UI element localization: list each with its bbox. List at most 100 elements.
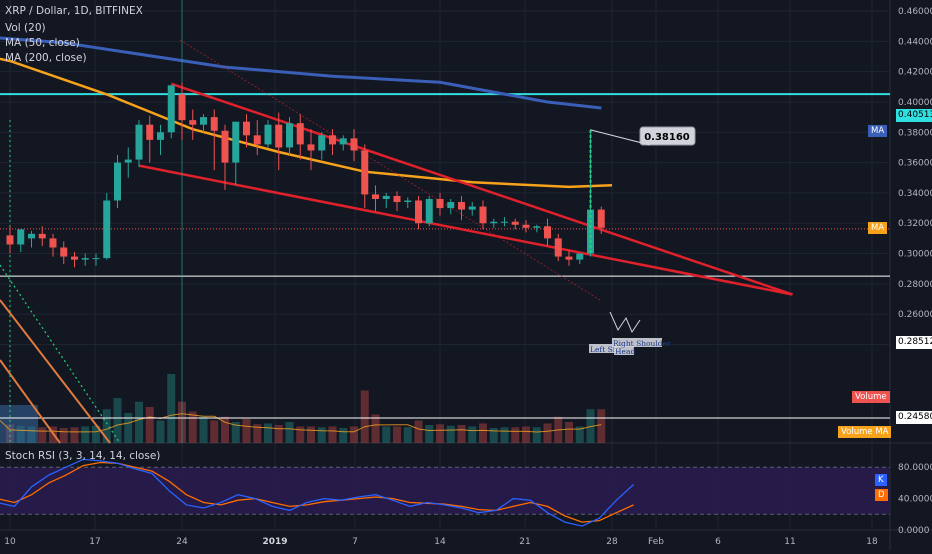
price-tick-label: 0.34000 (898, 189, 932, 199)
candle-body (522, 224, 530, 228)
volume-bar (489, 428, 498, 443)
price-tick-label: 0.28000 (898, 280, 932, 290)
volume-bar (0, 405, 38, 443)
volume-tag: Volume (852, 391, 890, 403)
candle-body (415, 200, 422, 224)
stoch-rsi-band (0, 467, 890, 515)
candle-body (81, 258, 89, 260)
time-tick-label: 24 (176, 537, 188, 547)
candle-body (243, 121, 250, 136)
volume-bar (92, 425, 100, 443)
wedge-trendline (138, 164, 793, 296)
candle-body (167, 85, 175, 133)
candle-body (544, 226, 551, 239)
wedge-trendline (170, 82, 793, 296)
candle-body (565, 256, 573, 260)
volume-bar (532, 427, 541, 443)
candle-body (28, 233, 35, 239)
candle-body (275, 124, 283, 148)
candle-body (296, 123, 304, 145)
volume-bar (393, 426, 401, 443)
volume-bar (511, 427, 520, 443)
candle-body (124, 159, 132, 163)
candle-body (490, 221, 498, 224)
candle-body (576, 253, 584, 260)
candle-body (339, 138, 347, 145)
symbol-legend[interactable]: XRP / Dollar, 1D, BITFINEX (5, 5, 143, 17)
volume-bar (360, 390, 369, 443)
candle-body (501, 221, 508, 223)
ma50-legend[interactable]: MA (50, close) (5, 37, 80, 49)
price-tick-label: 0.36000 (898, 159, 932, 169)
channel-line (0, 299, 111, 444)
candle-body (286, 123, 293, 148)
candle-body (458, 202, 465, 210)
candle-body (318, 135, 326, 151)
volume-bar (188, 411, 197, 443)
volume-bar (543, 423, 552, 443)
candle-body (6, 235, 14, 245)
volume-level-tag: 0.24580 (896, 411, 932, 424)
ma200-legend[interactable]: MA (200, close) (5, 52, 87, 64)
volume-bar (382, 426, 391, 443)
candle-body (307, 144, 315, 151)
ma200-line (0, 36, 602, 110)
rsi-tick-label: 0.0000 (898, 526, 930, 536)
stoch-k-line (0, 458, 635, 527)
head-shoulders-pattern (609, 311, 641, 334)
candle-body (135, 124, 143, 160)
time-tick-label: 7 (352, 537, 358, 547)
volume-bar (81, 426, 90, 443)
candle-body (178, 94, 186, 121)
volume-bar (425, 425, 434, 443)
volume-bar (210, 420, 219, 443)
volume-bar (59, 428, 68, 443)
volume-bar (468, 426, 477, 443)
candle-body (60, 247, 68, 257)
vol-legend[interactable]: Vol (20) (5, 22, 46, 34)
price-tick-label: 0.40000 (898, 98, 932, 108)
candle-body (350, 138, 358, 151)
target-callout-pointer (590, 129, 651, 146)
candle-body (597, 209, 605, 228)
stoch-k-tag: K (875, 474, 887, 486)
volume-bar (457, 425, 466, 443)
volume-bar (350, 426, 358, 443)
volume-bar (328, 426, 337, 443)
candle-body (189, 120, 197, 125)
time-tick-label: 17 (89, 537, 100, 547)
ma200-tag: MA (868, 125, 888, 137)
volume-bar (253, 424, 262, 443)
candle-body (554, 238, 562, 257)
candle-body (71, 256, 78, 260)
candle-body (92, 258, 100, 260)
volume-bar (102, 409, 111, 443)
price-tick-label: 0.26000 (898, 310, 932, 320)
pattern-label: Head (615, 347, 635, 356)
price-tick-label: 0.42000 (898, 68, 932, 78)
volume-bar (145, 407, 154, 443)
time-tick-label: Feb (648, 537, 664, 547)
price-tick-label: 0.30000 (898, 250, 932, 260)
volume-bar (436, 424, 444, 443)
candle-body (17, 229, 25, 245)
volume-bar (264, 423, 272, 443)
target-price-label: 0.38160 (644, 132, 690, 143)
candle-body (361, 150, 369, 195)
volume-bar (135, 401, 143, 443)
volume-bar (167, 374, 176, 443)
ma50-tag: MA (868, 222, 888, 234)
stoch-d-line (0, 461, 634, 523)
volume-bar (221, 416, 229, 443)
stoch-rsi-legend[interactable]: Stoch RSI (3, 3, 14, 14, close) (5, 450, 161, 462)
volume-bar (500, 427, 509, 443)
volume-bar (565, 422, 573, 443)
volume-bar (371, 414, 380, 443)
candle-body (146, 124, 154, 140)
volume-bar (479, 423, 487, 443)
volume-bar (575, 426, 584, 443)
candle-body (157, 132, 164, 140)
volume-bar (317, 427, 326, 443)
